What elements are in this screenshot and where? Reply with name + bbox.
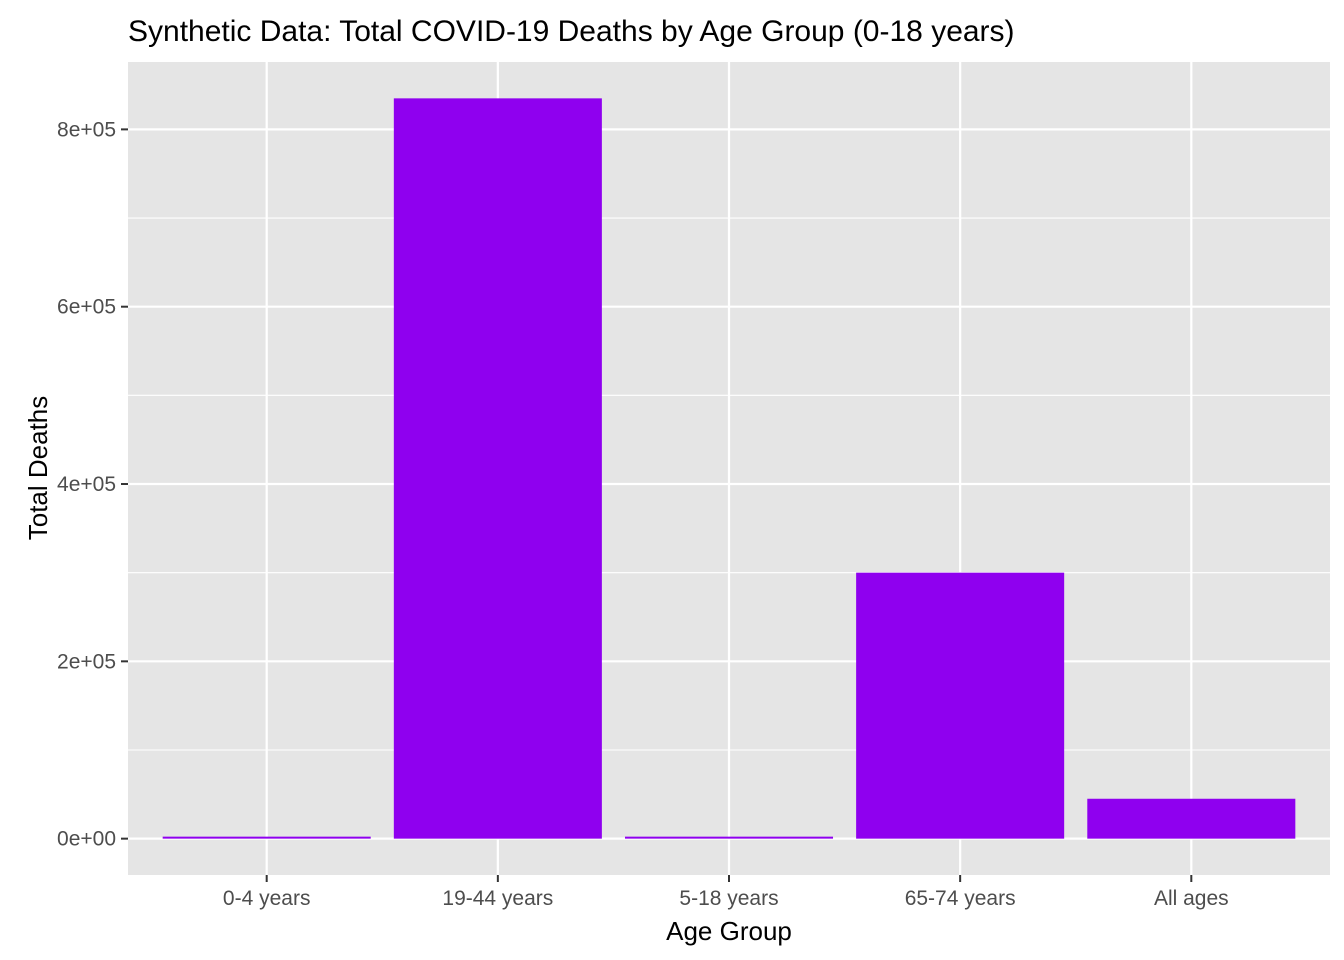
x-axis: 0-4 years 19-44 years 5-18 years 65-74 year… bbox=[223, 875, 1229, 910]
x-tick-label: 0-4 years bbox=[223, 887, 311, 910]
x-axis-title: Age Group bbox=[666, 916, 792, 946]
y-tick-label: 8e+05 bbox=[57, 118, 116, 141]
x-tick-label: 5-18 years bbox=[679, 887, 778, 910]
y-axis: 0e+00 2e+05 4e+05 6e+05 8e+05 bbox=[57, 118, 128, 851]
bar bbox=[1087, 798, 1296, 839]
bars bbox=[162, 98, 1296, 839]
y-tick-label: 6e+05 bbox=[57, 296, 116, 319]
x-tick-label: All ages bbox=[1154, 887, 1229, 910]
chart-title: Synthetic Data: Total COVID-19 Deaths by… bbox=[128, 15, 1015, 48]
x-tick-label: 65-74 years bbox=[905, 887, 1016, 910]
y-axis-title: Total Deaths bbox=[23, 396, 53, 541]
y-tick-label: 0e+00 bbox=[57, 828, 116, 851]
bar bbox=[393, 98, 602, 839]
bar bbox=[162, 836, 371, 839]
y-tick-label: 2e+05 bbox=[57, 650, 116, 673]
x-tick-label: 19-44 years bbox=[442, 887, 553, 910]
bar bbox=[624, 836, 834, 839]
bar bbox=[856, 572, 1065, 839]
y-tick-label: 4e+05 bbox=[57, 473, 116, 496]
